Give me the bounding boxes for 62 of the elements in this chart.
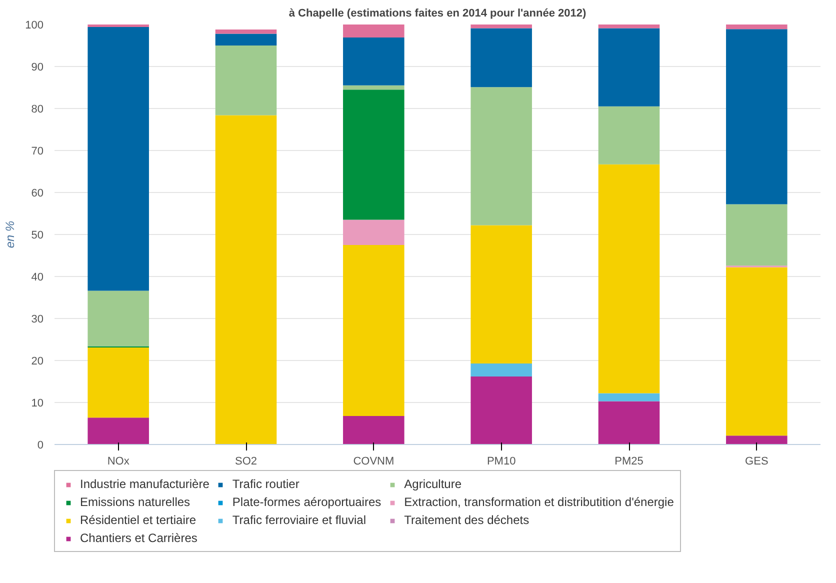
legend-label: Plate-formes aéroportuaires [232,495,382,509]
legend-label: Industrie manufacturière [80,477,210,491]
bar [598,24,660,28]
legend-label: Résidentiel et tertiaire [80,513,196,527]
bar [343,85,404,90]
bar [470,24,532,28]
legend-label: Emissions naturelles [80,495,190,509]
bar [470,225,532,364]
y-tick-label: 20 [31,356,44,368]
y-axis-title: en % [3,220,18,248]
bar [598,164,660,394]
bar [88,27,149,291]
x-tick-label: COVNM [353,456,394,468]
bar [343,245,404,416]
y-tick-label: 10 [31,398,44,410]
bar [88,418,149,444]
bar [598,106,660,164]
bar [343,24,404,38]
y-tick-label: 100 [25,20,44,32]
legend-label: Chantiers et Carrières [80,531,198,545]
legend-label: Trafic ferroviaire et fluvial [232,513,366,527]
bar [88,24,149,28]
bar [726,267,788,436]
y-tick-label: 90 [31,62,44,74]
x-tick-label: PM10 [486,456,516,468]
bar [343,220,404,245]
chart-title: à Chapelle (estimations faites en 2014 pour l'année 2012) [288,8,586,20]
bar [726,204,788,266]
y-tick-label: 50 [31,230,44,242]
x-tick-label: NOx [107,456,130,468]
bar [215,115,277,444]
bar [598,28,660,106]
x-tick-label: PM25 [614,456,644,468]
bar [215,34,277,46]
x-tick-label: SO2 [234,456,258,468]
bar [343,38,404,86]
bar [598,401,660,444]
bar [726,29,788,204]
legend-label: Trafic routier [232,477,300,491]
bar [726,436,788,444]
bar [215,30,277,34]
bar [470,87,532,226]
y-tick-label: 30 [31,314,44,326]
legend-label: Extraction, transformation et distributition d'énergie [404,495,674,509]
bar [343,416,404,444]
bar [88,290,149,346]
y-tick-label: 80 [31,104,44,116]
bar [343,90,404,220]
bar [726,24,788,30]
legend-label: Agriculture [404,477,462,491]
y-tick-label: 40 [31,272,44,284]
y-tick-label: 0 [37,440,44,452]
bar [470,28,532,88]
x-tick-label: GES [745,456,768,468]
bar [470,363,532,376]
legend-label: Traitement des déchets [404,513,530,527]
bar [470,376,532,444]
bar [598,393,660,402]
bar [88,347,149,418]
y-tick-label: 70 [31,146,44,158]
bar [215,46,277,116]
y-tick-label: 60 [31,188,44,200]
